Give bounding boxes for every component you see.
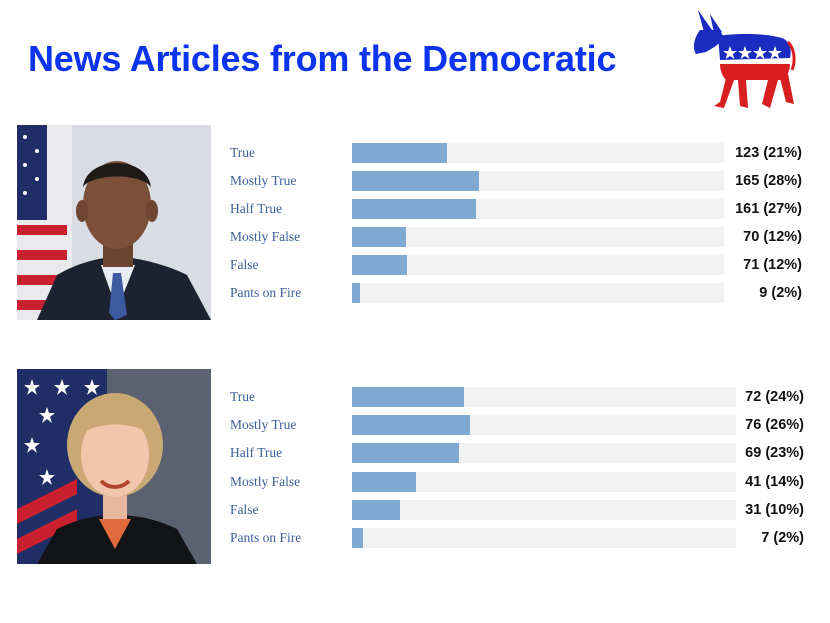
bar [352, 255, 407, 275]
value-label: 31 (10%) [745, 501, 804, 518]
category-label: Pants on Fire [230, 530, 302, 545]
bar-track [352, 255, 724, 275]
bar-track [352, 143, 724, 163]
category-label: True [230, 389, 256, 404]
value-label: 71 (12%) [743, 257, 802, 273]
value-label: 7 (2%) [761, 530, 804, 546]
value-label: 70 (12%) [743, 229, 802, 245]
bar [352, 387, 464, 407]
value-label: 9 (2%) [759, 285, 802, 301]
bar-row: True 123 (21%) [0, 142, 830, 164]
bar-track [352, 171, 724, 191]
value-label: 161 (27%) [735, 201, 802, 217]
bar-row: Pants on Fire 9 (2%) [0, 282, 830, 304]
bar [352, 227, 406, 247]
bar-row: Pants on Fire 7 (2%) [0, 527, 830, 549]
category-label: False [230, 257, 259, 272]
bar-track [352, 283, 724, 303]
category-label: Mostly False [230, 229, 301, 244]
value-label: 165 (28%) [735, 173, 802, 189]
bar-track [352, 227, 724, 247]
bar [352, 528, 363, 548]
bar-track [352, 471, 736, 492]
bar-row: Mostly False 70 (12%) [0, 226, 830, 248]
bar-track [352, 199, 724, 219]
portrait-photo [17, 369, 211, 564]
category-label: Pants on Fire [230, 285, 302, 300]
value-label: 123 (21%) [735, 145, 802, 161]
bar [352, 499, 400, 520]
category-label: Mostly False [230, 473, 301, 489]
bar-track [352, 528, 736, 548]
category-label: False [230, 501, 259, 517]
bar-row: Mostly True 165 (28%) [0, 170, 830, 192]
category-label: True [230, 145, 256, 160]
bar-row: Mostly False 41 (14%) [0, 471, 830, 493]
bar-track [352, 443, 736, 464]
bar-row: False 71 (12%) [0, 254, 830, 276]
bar-track [352, 387, 736, 407]
bar [352, 143, 447, 163]
category-label: Half True [230, 445, 283, 461]
value-label: 69 (23%) [745, 445, 804, 462]
value-label: 72 (24%) [745, 389, 804, 405]
value-label: 41 (14%) [745, 473, 804, 490]
bar [352, 283, 360, 303]
bar-track [352, 499, 736, 520]
bar [352, 199, 476, 219]
category-label: Half True [230, 201, 283, 216]
portrait-photo [17, 125, 211, 320]
bar-row: Mostly True 76 (26%) [0, 414, 830, 436]
bar [352, 471, 416, 492]
page-title: News Articles from the Democratic [28, 38, 617, 79]
bar-track [352, 415, 736, 436]
bar-row: Half True 161 (27%) [0, 198, 830, 220]
category-label: Mostly True [230, 173, 297, 188]
value-label: 76 (26%) [745, 417, 804, 434]
bar-row: False 31 (10%) [0, 499, 830, 521]
bar [352, 443, 459, 464]
bar-row: Half True 69 (23%) [0, 442, 830, 464]
bar [352, 415, 470, 436]
category-label: Mostly True [230, 417, 297, 433]
bar-row: True 72 (24%) [0, 386, 830, 408]
bar [352, 171, 479, 191]
democratic-donkey-icon [690, 8, 798, 112]
